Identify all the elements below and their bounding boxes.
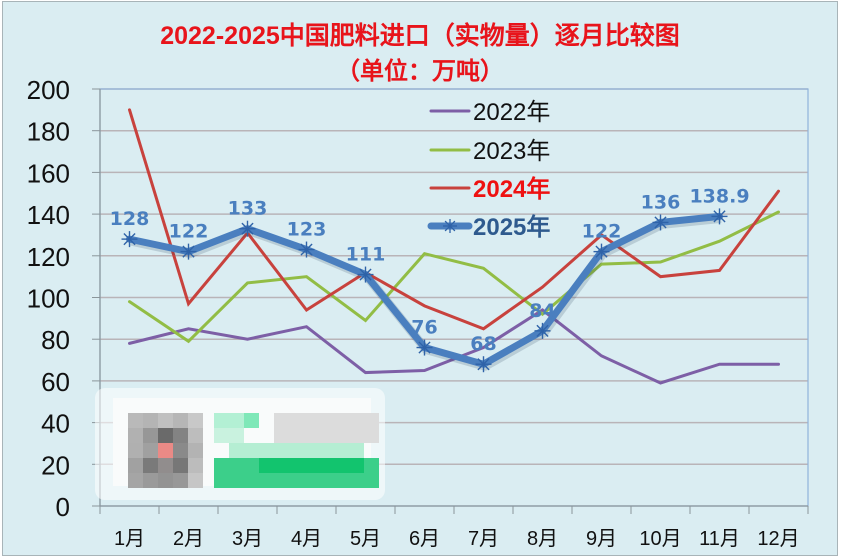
watermark-block bbox=[229, 443, 364, 458]
y-tick-label: 40 bbox=[41, 409, 70, 439]
chart-title: 2022-2025中国肥料进口（实物量）逐月比较图 bbox=[160, 21, 680, 50]
data-label: 68 bbox=[470, 333, 496, 355]
asterisk-marker-icon bbox=[357, 266, 374, 283]
asterisk-marker-icon bbox=[475, 356, 492, 373]
watermark-block bbox=[259, 458, 364, 473]
legend-label: 2025年 bbox=[473, 213, 550, 241]
series-line-2023年 bbox=[128, 210, 780, 344]
watermark-block bbox=[274, 413, 379, 443]
data-label: 111 bbox=[346, 244, 386, 266]
data-label: 136 bbox=[641, 191, 681, 213]
data-label: 138.9 bbox=[689, 185, 749, 207]
legend-item: 2025年 bbox=[427, 213, 550, 241]
legend-label: 2022年 bbox=[473, 99, 550, 126]
x-tick-label: 5月 bbox=[350, 528, 381, 550]
legend-label: 2023年 bbox=[473, 138, 550, 165]
legend-item: 2023年 bbox=[429, 138, 550, 165]
x-tick-label: 2月 bbox=[173, 528, 204, 550]
x-axis-tick-labels: 1月 2月 3月 4月 5月 6月 7月 8月 9月 10月 11月 12月 bbox=[114, 528, 800, 550]
asterisk-marker-icon bbox=[121, 231, 138, 248]
legend-item: 2024年 bbox=[429, 175, 550, 203]
x-tick-label: 7月 bbox=[468, 528, 499, 550]
data-label: 123 bbox=[287, 219, 327, 241]
chart-subtitle: （单位：万吨） bbox=[336, 57, 504, 85]
chart-title-group: 2022-2025中国肥料进口（实物量）逐月比较图 （单位：万吨） bbox=[160, 21, 680, 85]
watermark-block bbox=[244, 413, 259, 428]
data-label: 122 bbox=[169, 221, 209, 243]
asterisk-marker-icon bbox=[652, 214, 669, 231]
data-label: 122 bbox=[582, 221, 622, 243]
data-label: 76 bbox=[411, 317, 437, 339]
blurred-watermark-overlay bbox=[95, 388, 385, 500]
y-tick-label: 60 bbox=[41, 367, 70, 397]
x-tick-label: 4月 bbox=[291, 528, 322, 550]
x-tick-label: 3月 bbox=[232, 528, 263, 550]
legend-label: 2024年 bbox=[473, 175, 550, 203]
legend: 2022年 2023年 2024年 2025年 bbox=[427, 99, 550, 241]
y-tick-label: 160 bbox=[27, 158, 70, 188]
x-tick-label: 11月 bbox=[699, 528, 740, 550]
y-tick-label: 200 bbox=[27, 75, 70, 105]
watermark-panel bbox=[113, 398, 379, 488]
x-tick-label: 8月 bbox=[527, 528, 558, 550]
y-axis-tick-labels: 0 20 40 60 80 100 120 140 160 180 200 bbox=[27, 75, 70, 522]
asterisk-marker-icon bbox=[180, 243, 197, 260]
series-line-2024年 bbox=[128, 108, 780, 331]
x-tick-label: 10月 bbox=[639, 528, 681, 550]
asterisk-marker-icon bbox=[711, 208, 728, 225]
data-label: 84 bbox=[529, 300, 555, 322]
data-series bbox=[121, 108, 780, 385]
qr-code-icon bbox=[128, 413, 203, 488]
y-tick-label: 120 bbox=[27, 242, 70, 272]
watermark-block bbox=[214, 428, 244, 443]
y-tick-label: 80 bbox=[41, 325, 70, 355]
y-tick-label: 0 bbox=[56, 492, 70, 522]
data-labels: 128 122 133 123 111 76 68 84 122 136 138.9 bbox=[110, 185, 750, 355]
asterisk-marker-icon bbox=[534, 322, 551, 339]
asterisk-marker-icon bbox=[416, 339, 433, 356]
watermark-block bbox=[214, 413, 244, 428]
y-tick-label: 180 bbox=[27, 117, 70, 147]
legend-item: 2022年 bbox=[429, 99, 550, 126]
x-tick-label: 1月 bbox=[114, 528, 145, 550]
asterisk-marker-icon bbox=[593, 243, 610, 260]
asterisk-marker-icon bbox=[239, 220, 256, 237]
data-label: 133 bbox=[228, 198, 268, 220]
y-tick-label: 100 bbox=[27, 284, 70, 314]
x-tick-label: 6月 bbox=[409, 528, 440, 550]
asterisk-marker-icon bbox=[298, 241, 315, 258]
x-tick-label: 9月 bbox=[586, 528, 617, 550]
y-tick-label: 140 bbox=[27, 200, 70, 230]
data-label: 128 bbox=[110, 208, 150, 230]
x-tick-label: 12月 bbox=[757, 528, 799, 550]
series-line-2022年 bbox=[128, 308, 780, 385]
y-tick-label: 20 bbox=[41, 450, 70, 480]
